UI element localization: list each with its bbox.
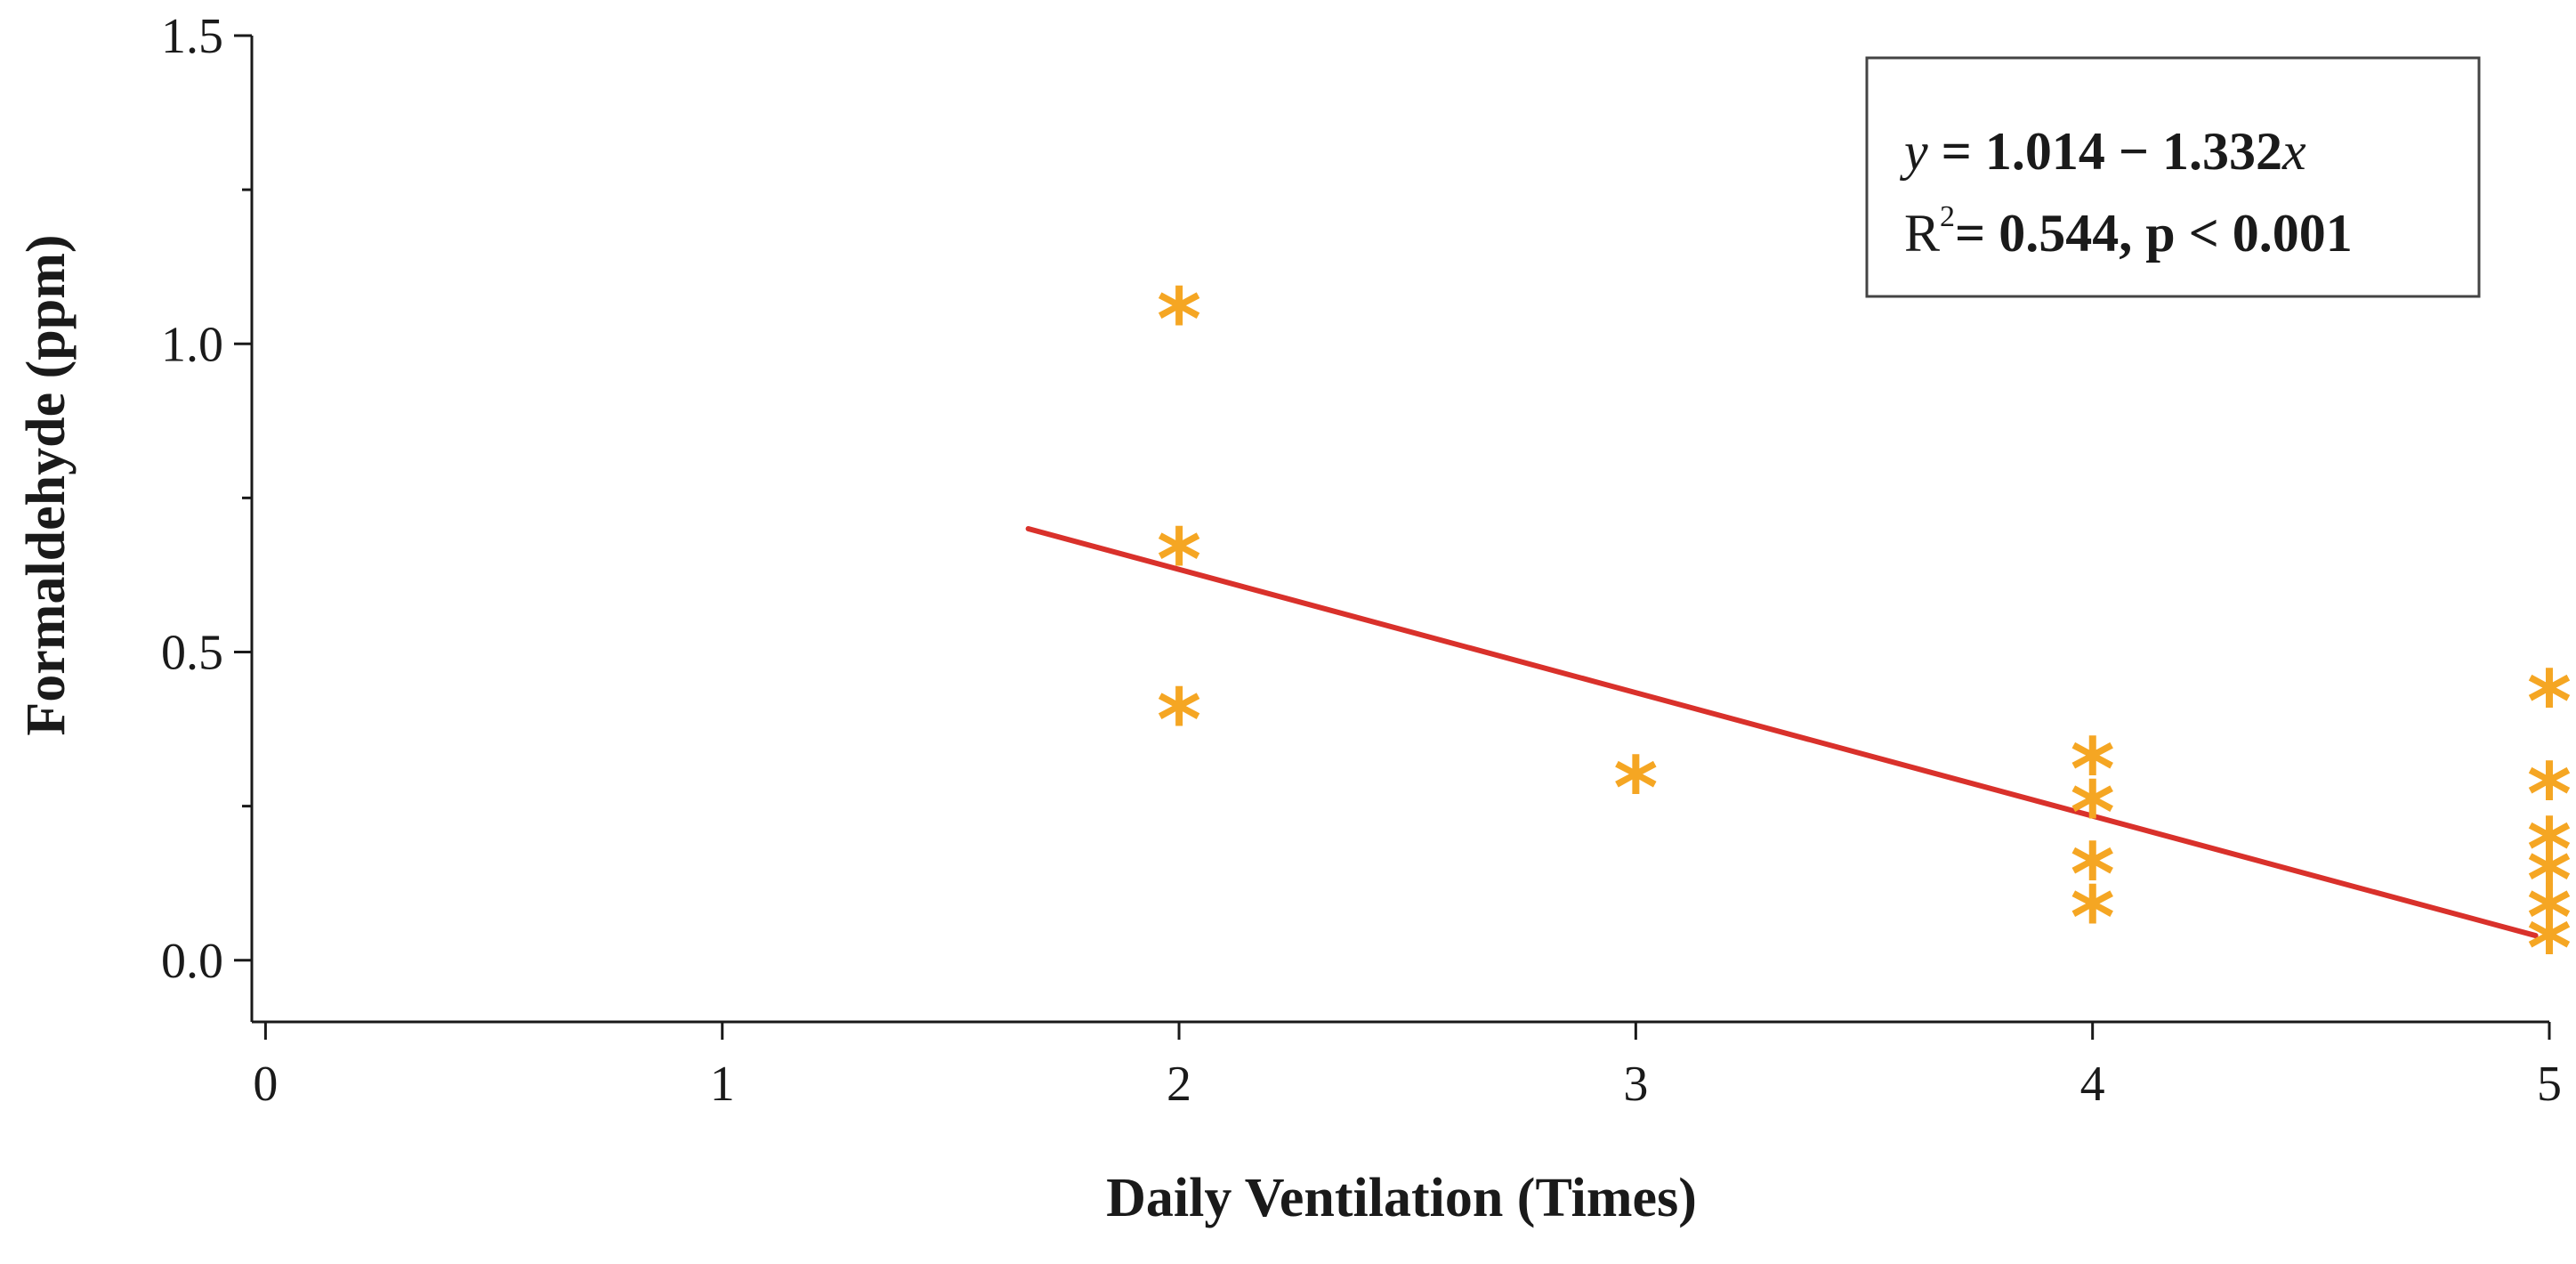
data-point-4: * (2071, 720, 2115, 820)
axes: 0.0 0.5 1.0 1.5 0 1 2 3 4 5 (161, 9, 2562, 1112)
y-tick-label-2: 1.0 (161, 317, 223, 372)
x-tick-label-5: 5 (2537, 1057, 2562, 1112)
stats-text: R2= 0.544, p < 0.001 (1904, 200, 2353, 263)
points-layer: **** ********** (1157, 271, 2572, 999)
x-axis-title: Daily Ventilation (Times) (1106, 1168, 1697, 1228)
equation-y-var: y (1899, 122, 1928, 181)
y-tick-label-1: 0.5 (161, 626, 223, 681)
data-point-2: * (1157, 671, 1201, 771)
data-point-9: * (2527, 745, 2572, 845)
data-point-11: * (2527, 831, 2572, 931)
data-point-7: * (2071, 868, 2115, 968)
fit-line-layer (1025, 526, 2539, 939)
data-point-5: * (2071, 764, 2115, 863)
x-tick-label-1: 1 (710, 1057, 735, 1112)
data-point-3: * (1613, 739, 1658, 839)
equation-x-var: x (2281, 122, 2306, 181)
y-tick-label-3: 1.5 (161, 9, 223, 64)
data-point-10: * (2527, 800, 2572, 900)
x-tick-label-4: 4 (2080, 1057, 2105, 1112)
annotation-box: y = 1.014 − 1.332x R2= 0.544, p < 0.001 (1865, 56, 2481, 298)
x-tick-label-2: 2 (1167, 1057, 1191, 1112)
equation-body: = 1.014 − 1.332 (1928, 122, 2282, 181)
data-point-0: * (1157, 271, 1201, 370)
data-point-12: * (2527, 868, 2572, 968)
x-tick-label-3: 3 (1623, 1057, 1648, 1112)
y-axis-title: Formaldehyde (ppm) (16, 234, 77, 735)
x-tick-label-0: 0 (253, 1057, 278, 1112)
y-tick-label-0: 0.0 (161, 934, 223, 989)
stats-rest: = 0.544, p < 0.001 (1955, 204, 2353, 263)
annotation-frame (1865, 56, 2481, 298)
data-point-13: * (2527, 899, 2572, 999)
data-point-8: * (2527, 652, 2572, 752)
stats-r: R (1904, 204, 1940, 263)
stats-superscript: 2 (1940, 200, 1955, 233)
equation-text: y = 1.014 − 1.332x (1899, 122, 2306, 181)
data-point-1: * (1157, 511, 1201, 611)
fit-line (1025, 526, 2539, 939)
data-point-6: * (2071, 825, 2115, 925)
